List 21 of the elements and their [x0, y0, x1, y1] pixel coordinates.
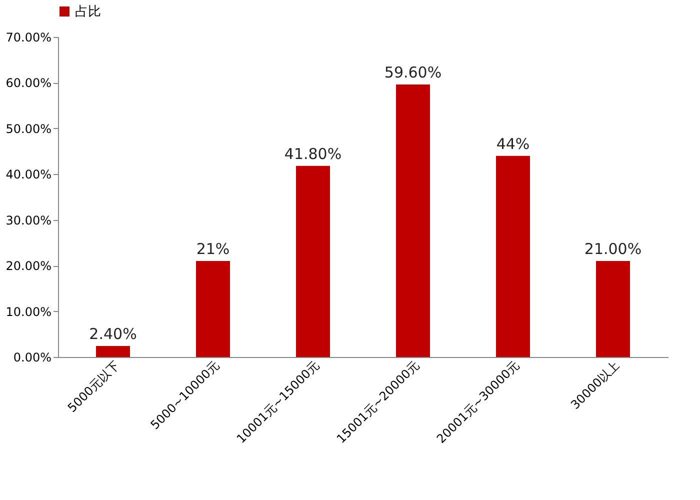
y-tick-label: 10.00% [6, 304, 52, 319]
data-label: 2.40% [89, 325, 137, 344]
bar [296, 166, 330, 357]
y-tick-label: 70.00% [6, 30, 52, 44]
legend-label: 占比 [75, 4, 101, 20]
data-label: 41.80% [284, 144, 342, 163]
data-label: 44% [496, 134, 530, 153]
bar [496, 156, 530, 357]
y-tick-label: 60.00% [6, 76, 52, 90]
bar [396, 84, 430, 357]
data-label: 21.00% [584, 240, 642, 258]
bar [196, 261, 230, 357]
y-tick-label: 0.00% [13, 350, 52, 364]
y-tick-label: 40.00% [6, 168, 52, 182]
y-tick-label: 50.00% [6, 122, 52, 136]
data-label: 21% [196, 240, 230, 258]
y-tick-label: 30.00% [6, 213, 52, 228]
bar [596, 261, 630, 357]
bar [96, 346, 130, 357]
y-tick-label: 20.00% [6, 259, 52, 274]
data-label: 59.60% [384, 64, 442, 82]
